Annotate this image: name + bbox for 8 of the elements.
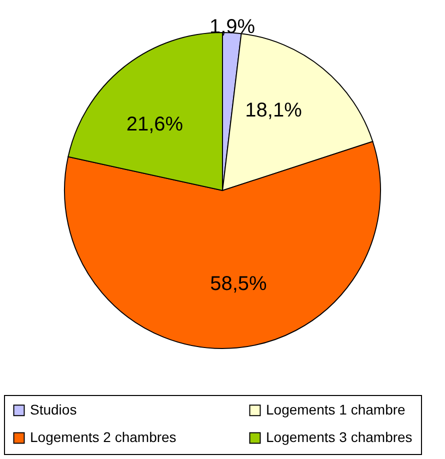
legend-label: Logements 2 chambres	[30, 429, 176, 445]
legend-label: Logements 3 chambres	[266, 429, 412, 445]
data-label: 1,9%	[209, 16, 256, 38]
legend-label: Logements 1 chambre	[266, 401, 406, 418]
data-label: 58,5%	[210, 272, 268, 295]
legend-label: Studios	[30, 401, 77, 418]
data-label: 18,1%	[245, 100, 302, 122]
data-label: 21,6%	[126, 113, 184, 136]
